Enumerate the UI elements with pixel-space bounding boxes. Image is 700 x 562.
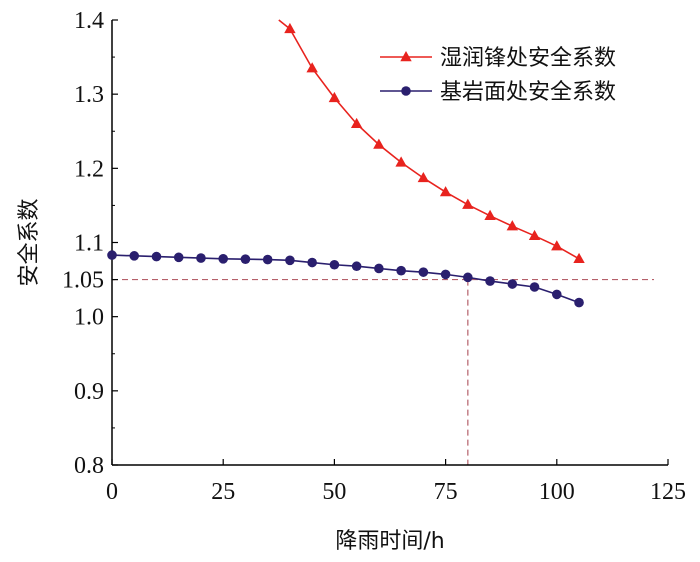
y-tick-label: 1.2 bbox=[74, 156, 104, 182]
x-tick-label: 75 bbox=[434, 479, 458, 505]
x-tick-label: 125 bbox=[650, 479, 686, 505]
data-point-triangle bbox=[284, 22, 296, 34]
x-tick-label: 25 bbox=[211, 479, 235, 505]
legend-circle-marker bbox=[401, 86, 411, 96]
data-point-triangle bbox=[417, 171, 430, 183]
data-point-circle bbox=[285, 255, 295, 266]
data-point-circle bbox=[329, 259, 340, 270]
legend-item-wetting-front: 湿润锋处安全系数 bbox=[380, 46, 616, 71]
y-tick-label: 0.8 bbox=[74, 453, 104, 479]
data-point-circle bbox=[396, 265, 406, 276]
data-point-circle bbox=[485, 276, 495, 286]
data-point-triangle bbox=[350, 117, 363, 129]
legend-label-bedrock: 基岩面处安全系数 bbox=[440, 80, 616, 105]
y-tick-label: 0.9 bbox=[74, 379, 104, 405]
data-point-circle bbox=[507, 279, 518, 289]
y-tick-label: 1.3 bbox=[74, 82, 104, 108]
data-series bbox=[107, 19, 585, 308]
data-point-circle bbox=[463, 272, 473, 283]
data-point-circle bbox=[552, 289, 562, 300]
data-point-circle bbox=[129, 251, 140, 261]
data-point-circle bbox=[418, 267, 429, 277]
data-point-triangle bbox=[328, 91, 341, 103]
y-axis-title: 安全系数 bbox=[17, 198, 42, 286]
data-point-circle bbox=[196, 253, 206, 263]
y-tick-label: 1.05 bbox=[62, 268, 104, 294]
data-point-circle bbox=[374, 263, 384, 274]
legend-triangle-marker bbox=[400, 51, 412, 62]
data-point-circle bbox=[307, 257, 317, 268]
data-point-triangle bbox=[528, 229, 541, 241]
data-point-triangle bbox=[551, 240, 563, 251]
y-tick-label: 1.0 bbox=[74, 305, 104, 331]
x-axis-title: 降雨时间/h bbox=[335, 529, 444, 554]
series-wetting-front bbox=[278, 19, 585, 264]
data-point-triangle bbox=[306, 62, 318, 73]
data-point-triangle bbox=[439, 186, 452, 197]
x-tick-label: 50 bbox=[322, 479, 346, 505]
legend-item-bedrock: 基岩面处安全系数 bbox=[380, 80, 616, 105]
series-line bbox=[111, 254, 580, 304]
x-tick-label: 100 bbox=[539, 479, 575, 505]
reference-lines bbox=[112, 278, 654, 465]
y-tick-label: 1.1 bbox=[74, 231, 104, 257]
data-point-circle bbox=[440, 269, 451, 280]
data-point-circle bbox=[351, 261, 362, 272]
data-point-circle bbox=[173, 252, 184, 263]
data-point-circle bbox=[240, 254, 251, 264]
data-point-triangle bbox=[506, 220, 519, 231]
x-tick-label: 0 bbox=[106, 479, 118, 505]
data-point-circle bbox=[262, 254, 273, 265]
data-point-circle bbox=[151, 251, 162, 262]
y-tick-label: 1.4 bbox=[74, 8, 104, 34]
data-point-circle bbox=[107, 250, 117, 260]
series-bedrock bbox=[107, 250, 584, 308]
axes bbox=[111, 19, 669, 466]
data-point-triangle bbox=[462, 198, 474, 209]
data-point-circle bbox=[574, 297, 584, 308]
data-point-circle bbox=[529, 282, 540, 292]
data-point-triangle bbox=[395, 156, 407, 167]
tick-labels: 0 25 50 75 100 125 0.8 0.9 1.0 1.05 1.1 1.2 1.3 1.4 bbox=[62, 8, 686, 505]
data-point-triangle bbox=[484, 209, 496, 220]
legend-label-wetting-front: 湿润锋处安全系数 bbox=[440, 46, 616, 71]
data-point-circle bbox=[218, 254, 228, 264]
data-point-triangle bbox=[373, 138, 385, 149]
data-point-triangle bbox=[573, 252, 585, 264]
legend: 湿润锋处安全系数 基岩面处安全系数 bbox=[380, 46, 616, 105]
